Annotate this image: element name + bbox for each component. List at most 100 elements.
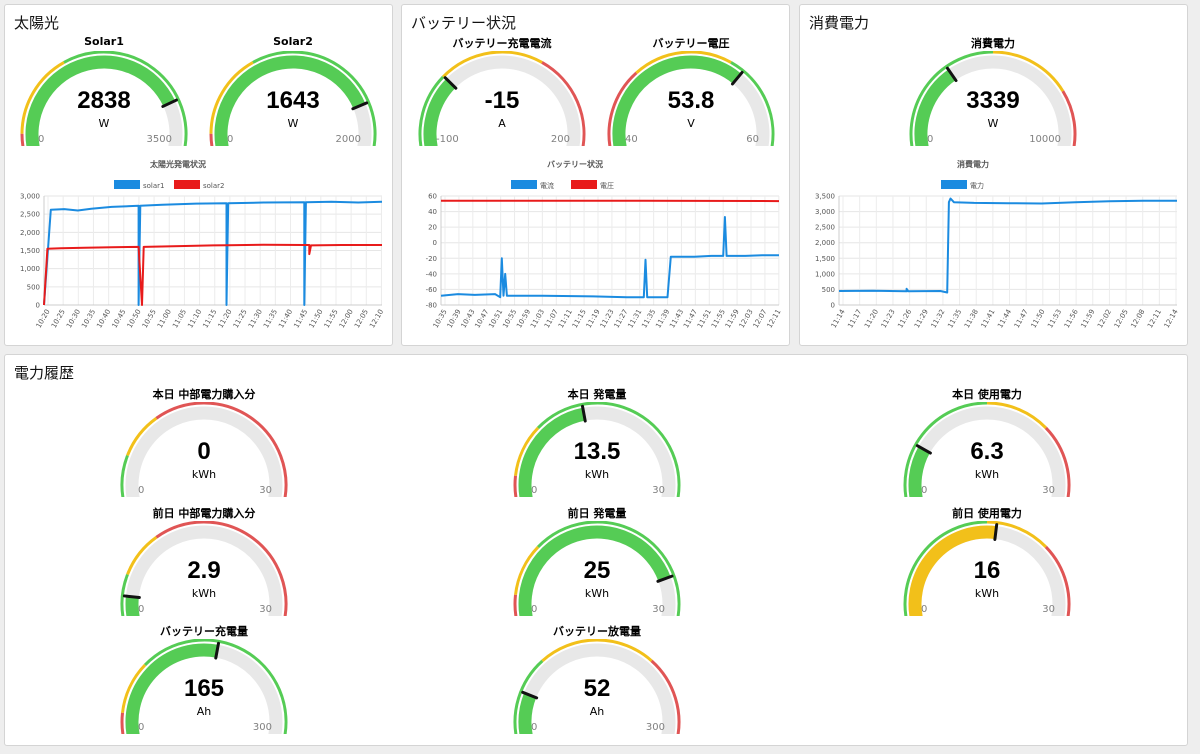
- legend-item[interactable]: solar1: [114, 180, 165, 190]
- gauge-needle: [656, 574, 674, 583]
- gauge-max-label: 300: [252, 722, 272, 733]
- x-tick-label: 10:55: [141, 308, 158, 329]
- gauge-dial: [909, 51, 1077, 146]
- gauge-today-use: 本日 使用電力 6.3 kWh 0 30: [901, 386, 1073, 501]
- gauge-title: 前日 発電量: [567, 507, 627, 520]
- x-tick-label: 11:30: [247, 308, 264, 329]
- legend-item[interactable]: 電流: [511, 180, 554, 190]
- gauge-dial: [418, 51, 586, 146]
- series-line-電力: [838, 197, 1177, 294]
- gauge-fill: [908, 446, 931, 497]
- y-tick-label: 1,000: [20, 265, 40, 273]
- gauge-unit: Ah: [196, 705, 212, 718]
- x-tick-label: 11:35: [946, 308, 963, 329]
- gauge-band: [120, 454, 129, 497]
- legend-swatch: [511, 180, 537, 189]
- x-tick-label: 11:26: [896, 308, 913, 330]
- history-panel-title: 電力履歴: [14, 364, 75, 382]
- y-tick-label: -60: [426, 286, 437, 294]
- y-tick-label: 3,000: [20, 193, 40, 201]
- gauge-consumption: 消費電力 3339 W 0 10000: [907, 35, 1079, 150]
- gauge-band: [537, 402, 681, 497]
- gauge-needle: [122, 594, 141, 599]
- gauge-max-label: 30: [259, 485, 272, 496]
- x-tick-label: 11:53: [1046, 308, 1063, 329]
- series-line-電流: [440, 216, 779, 299]
- y-tick-label: 2,500: [20, 211, 40, 219]
- gauge-needle: [730, 70, 744, 86]
- gauge-value: -15: [484, 87, 520, 114]
- gauge-band: [1061, 90, 1077, 146]
- gauge-max-label: 30: [259, 604, 272, 615]
- gauge-min-label: 0: [921, 604, 928, 615]
- y-tick-label: 3,500: [815, 193, 835, 201]
- x-tick-label: 12:14: [1163, 308, 1180, 330]
- gauge-dial: [20, 51, 188, 146]
- x-tick-label: 11:35: [262, 308, 279, 329]
- y-tick-label: 0: [36, 302, 40, 310]
- gauge-title: バッテリー放電量: [553, 625, 641, 638]
- gauge-title: 本日 中部電力購入分: [152, 388, 256, 401]
- gauge-unit: kWh: [974, 587, 1000, 600]
- x-tick-label: 11:44: [996, 308, 1013, 330]
- x-tick-label: 12:11: [1146, 308, 1163, 329]
- gauge-min-label: 0: [927, 134, 934, 145]
- gauge-max-label: 60: [746, 134, 759, 145]
- gauge-min-label: 0: [531, 485, 538, 496]
- x-tick-label: 11:05: [171, 308, 188, 329]
- x-tick-label: 11:17: [846, 308, 863, 329]
- y-tick-label: 1,500: [815, 255, 835, 263]
- gauge-band: [607, 71, 638, 146]
- gauge-band: [514, 426, 540, 476]
- legend-item[interactable]: 電圧: [571, 180, 614, 190]
- gauge-band: [121, 663, 147, 713]
- y-tick-label: 20: [428, 224, 437, 232]
- y-tick-label: 2,500: [815, 224, 835, 232]
- legend-label: solar1: [143, 182, 165, 190]
- gauge-needle: [351, 101, 369, 111]
- gauge-band: [541, 61, 586, 146]
- gauge-min-label: 0: [138, 722, 145, 733]
- gauge-band: [992, 51, 1065, 92]
- x-tick-label: 11:23: [880, 308, 897, 329]
- gauge-today-buy: 本日 中部電力購入分 0 kWh 0 30: [118, 386, 290, 501]
- gauge-value: 0: [197, 438, 211, 465]
- x-tick-label: 11:29: [913, 308, 930, 329]
- gauge-battery-current: バッテリー充電電流 -15 A -100 200: [416, 35, 588, 150]
- legend-label: 電圧: [600, 182, 614, 190]
- legend-swatch: [114, 180, 140, 189]
- gauge-fill: [518, 692, 537, 734]
- gauge-unit: W: [98, 117, 110, 130]
- gauge-fill: [914, 69, 956, 146]
- gauge-unit: A: [498, 117, 506, 130]
- gauge-value: 52: [583, 675, 611, 702]
- x-tick-label: 11:20: [217, 308, 234, 329]
- gauge-min-label: 0: [531, 722, 538, 733]
- x-tick-label: 11:25: [232, 308, 249, 329]
- gauge-today-gen: 本日 発電量 13.5 kWh 0 30: [511, 386, 683, 501]
- gauge-band: [209, 61, 254, 134]
- chart-svg: 太陽光発電状況 solar1 solar2 0 500 1,000 1,500 2,000 2,…: [20, 159, 385, 329]
- x-tick-label: 11:00: [156, 308, 173, 329]
- gauge-unit: W: [287, 117, 299, 130]
- gauge-value: 1643: [266, 87, 320, 114]
- x-tick-label: 10:45: [110, 308, 127, 329]
- gauge-solar2: Solar2 1643 W 0 2000: [207, 35, 379, 150]
- gauge-max-label: 3500: [146, 134, 172, 145]
- gauge-min-label: 40: [625, 134, 638, 145]
- gauge-needle: [993, 523, 999, 541]
- gauge-min-label: -100: [436, 134, 459, 145]
- gauge-band: [909, 51, 994, 146]
- gauge-band: [126, 417, 158, 457]
- y-tick-label: 0: [831, 302, 835, 310]
- y-tick-label: 40: [428, 208, 437, 216]
- legend-item[interactable]: 電力: [941, 180, 984, 190]
- gauge-band: [155, 402, 288, 497]
- x-tick-label: 11:40: [277, 308, 294, 329]
- gauge-max-label: 30: [1042, 604, 1055, 615]
- gauge-prev-buy: 前日 中部電力購入分 2.9 kWh 0 30: [118, 505, 290, 620]
- gauge-dial: [209, 51, 377, 146]
- gauge-value: 3339: [966, 87, 1020, 114]
- legend-item[interactable]: solar2: [174, 180, 225, 190]
